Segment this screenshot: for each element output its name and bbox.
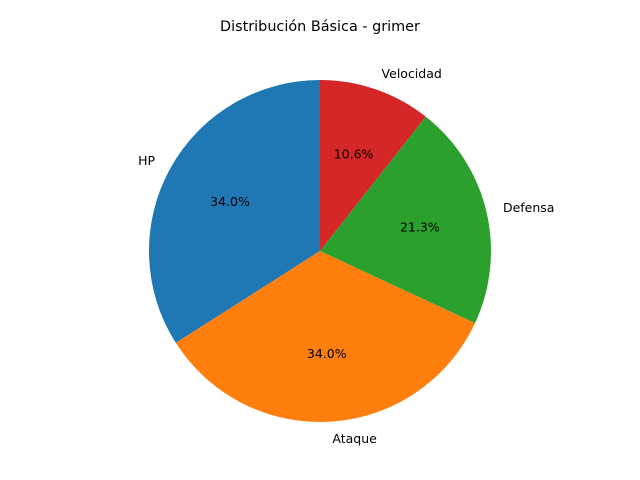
slice-label-hp: HP <box>138 153 155 168</box>
pie-labels: HP 34.0% Ataque 34.0% Defensa 21.3% Velocidad 1… <box>138 66 554 446</box>
chart-title: Distribución Básica - grimer <box>220 19 420 35</box>
pie-slice-hp <box>149 80 320 343</box>
pie-slice-velocidad <box>320 80 426 251</box>
pie-slice-defensa <box>320 116 492 324</box>
slice-percentage-hp: 34.0% <box>210 194 250 209</box>
slice-percentage-ataque: 34.0% <box>307 346 347 361</box>
slice-label-defensa: Defensa <box>503 200 555 215</box>
pie-slices <box>149 80 492 422</box>
slice-percentage-defensa: 21.3% <box>400 220 440 235</box>
slice-percentage-velocidad: 10.6% <box>334 147 374 162</box>
slice-label-velocidad: Velocidad <box>382 66 442 81</box>
slice-label-ataque: Ataque <box>332 431 377 446</box>
pie-slice-ataque <box>175 251 476 422</box>
